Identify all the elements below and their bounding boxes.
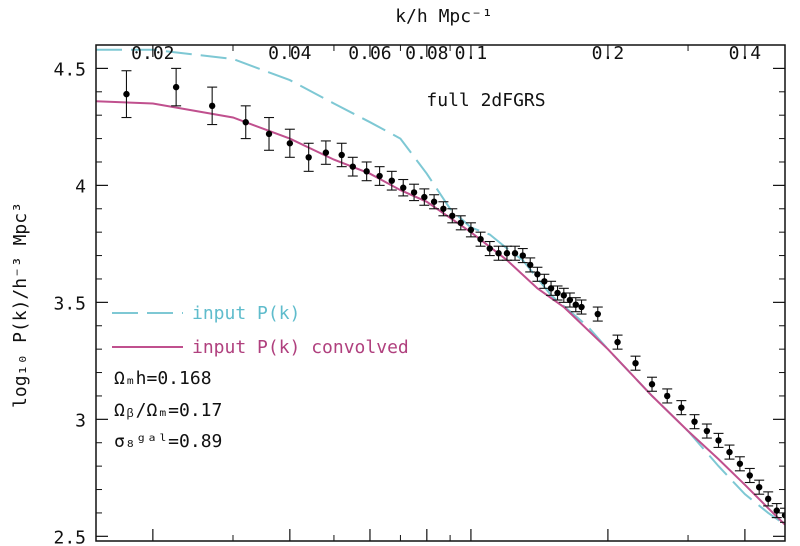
y-axis-title: log₁₀ P(k)/h⁻³ Mpc³	[10, 202, 31, 408]
data-point	[467, 226, 475, 234]
data-point	[265, 130, 273, 138]
data-point	[430, 198, 438, 205]
x-tick-label: 0.08	[405, 43, 448, 64]
data-point	[541, 278, 548, 285]
data-point	[123, 90, 130, 98]
legend: input P(k) input P(k) convolved	[112, 303, 409, 358]
data-point	[486, 245, 493, 252]
data-point	[547, 285, 555, 292]
data-point	[388, 177, 395, 184]
data-point	[286, 140, 294, 147]
data-point	[614, 338, 621, 346]
data-point	[503, 250, 511, 257]
parameter-list: Ωₘh=0.168 Ωᵦ/Ωₘ=0.17 σ₈ᵍᵃˡ=0.89	[114, 368, 222, 452]
data-point	[578, 303, 585, 311]
data-point	[594, 310, 601, 318]
data-point	[746, 472, 753, 479]
data-point	[421, 193, 428, 201]
data-point	[349, 163, 356, 170]
x-tick-label: 0.4	[729, 43, 762, 64]
data-point	[208, 102, 216, 110]
data-point	[477, 235, 484, 243]
data-point	[322, 149, 330, 156]
data-point	[703, 427, 711, 435]
legend-label-convolved: input P(k) convolved	[192, 337, 409, 358]
param-sigma8: σ₈ᵍᵃˡ=0.89	[114, 431, 222, 452]
data-point	[519, 252, 526, 259]
data-point	[457, 219, 464, 227]
chart-annotation: full 2dFGRS	[426, 90, 545, 111]
data-point	[691, 418, 698, 425]
data-point	[648, 381, 656, 388]
data-point	[410, 189, 418, 196]
data-point	[400, 184, 407, 191]
data-point	[495, 250, 502, 257]
data-point	[572, 301, 579, 308]
data-point	[566, 296, 574, 304]
data-point	[363, 168, 370, 175]
plot-frame	[95, 44, 786, 542]
legend-label-input: input P(k)	[192, 303, 300, 324]
data-point	[242, 119, 249, 126]
param-baryon-fraction: Ωᵦ/Ωₘ=0.17	[114, 400, 222, 421]
data-point	[440, 205, 447, 212]
data-point	[715, 437, 722, 444]
data-point	[376, 172, 383, 180]
x-tick-label: 0.02	[131, 43, 174, 64]
y-tick-label: 4	[75, 176, 86, 197]
x-tick-label: 0.06	[348, 43, 391, 64]
data-point	[764, 495, 772, 503]
data-point	[773, 507, 780, 514]
y-tick-label: 2.5	[53, 527, 86, 546]
data-point	[632, 359, 639, 367]
data-point	[554, 289, 561, 297]
data-point	[664, 392, 671, 400]
data-point	[755, 483, 763, 491]
data-point	[534, 271, 541, 278]
data-point	[527, 261, 534, 269]
data-point	[678, 404, 685, 411]
y-tick-label: 3	[75, 410, 86, 431]
data-point	[511, 250, 519, 257]
x-axis-title: k/h Mpc⁻¹	[395, 6, 493, 27]
series-line-input	[96, 48, 785, 526]
data-point	[736, 460, 744, 467]
data-point	[560, 292, 568, 299]
data-point	[305, 154, 312, 161]
x-tick-label: 0.04	[268, 43, 311, 64]
data-point	[781, 512, 785, 519]
param-omega-h: Ωₘh=0.168	[114, 368, 212, 389]
data-point	[449, 212, 456, 219]
data-point	[726, 448, 733, 456]
x-tick-label: 0.1	[455, 43, 488, 64]
y-tick-label: 3.5	[53, 293, 86, 314]
data-point	[338, 151, 345, 159]
y-tick-label: 4.5	[53, 59, 86, 80]
data-point	[172, 83, 180, 91]
x-tick-label: 0.2	[592, 43, 625, 64]
